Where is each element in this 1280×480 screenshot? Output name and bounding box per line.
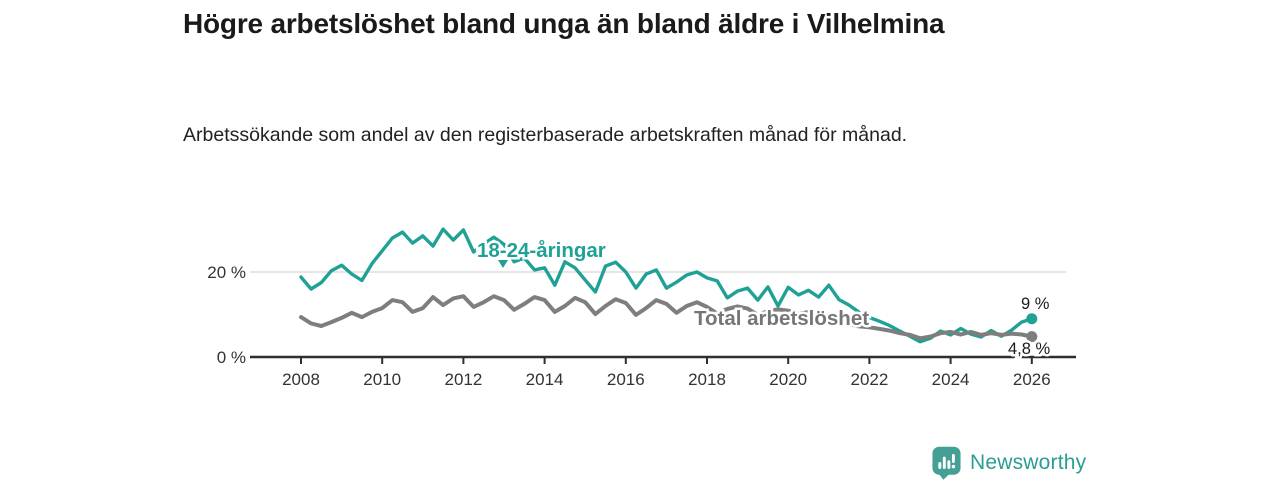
y-axis-label-20: 20 % <box>207 263 246 282</box>
x-axis-label-2018: 2018 <box>688 370 726 389</box>
y-axis-label-0: 0 % <box>217 348 246 367</box>
x-axis-label-2026: 2026 <box>1013 370 1051 389</box>
newsworthy-logo-icon <box>932 446 961 480</box>
series-line-total <box>299 294 1034 341</box>
series-end-dot-youth <box>1026 313 1038 325</box>
x-axis-label-2008: 2008 <box>282 370 320 389</box>
x-axis-label-2010: 2010 <box>363 370 401 389</box>
series-end-dot-total <box>1026 331 1038 343</box>
x-axis-label-2024: 2024 <box>932 370 970 389</box>
series-label-total: Total arbetslöshet <box>694 307 869 330</box>
series-line-youth <box>299 227 1034 344</box>
brand-name: Newsworthy <box>970 451 1087 474</box>
x-axis-label-2014: 2014 <box>526 370 564 389</box>
unemployment-line-chart: 0 % 20 % 2008 2010 2012 2014 2016 2018 2020 2022 2… <box>207 227 1076 389</box>
chart-title: Högre arbetslöshet bland unga än bland ä… <box>183 8 945 39</box>
series-label-youth-pointer <box>498 260 508 268</box>
x-axis-label-2022: 2022 <box>850 370 888 389</box>
x-axis-label-2020: 2020 <box>769 370 807 389</box>
series-label-youth: 18-24-åringar <box>477 239 606 262</box>
x-axis-label-2016: 2016 <box>607 370 645 389</box>
end-value-label-total: 4,8 % <box>1008 340 1051 358</box>
chart-subtitle: Arbetssökande som andel av den registerb… <box>183 124 908 146</box>
brand-footer: Newsworthy <box>932 446 1086 480</box>
x-axis-label-2012: 2012 <box>444 370 482 389</box>
end-value-label-youth: 9 % <box>1021 295 1050 313</box>
